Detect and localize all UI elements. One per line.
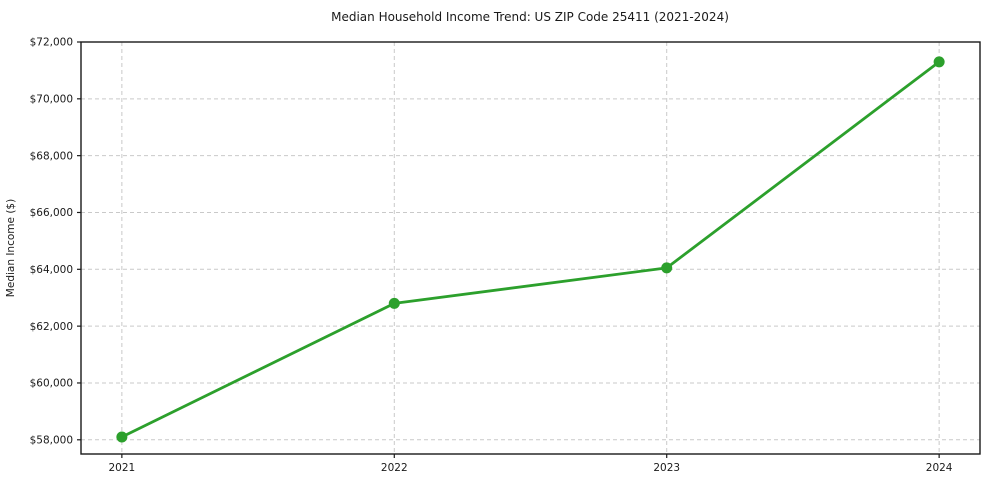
data-point-marker: [933, 56, 945, 68]
y-tick-label: $68,000: [30, 150, 73, 162]
x-tick-label: 2021: [108, 462, 135, 474]
x-tick-label: 2023: [653, 462, 680, 474]
y-tick-label: $66,000: [30, 207, 73, 219]
data-point-marker: [661, 262, 673, 274]
y-tick-label: $72,000: [30, 37, 73, 49]
data-point-marker: [116, 431, 128, 443]
x-tick-label: 2022: [381, 462, 408, 474]
y-tick-label: $64,000: [30, 264, 73, 276]
y-tick-label: $62,000: [30, 321, 73, 333]
data-series: [116, 56, 945, 443]
plot-border: [80, 41, 981, 455]
x-tick-label: 2024: [926, 462, 953, 474]
y-axis-label: Median Income ($): [5, 199, 17, 297]
y-tick-label: $58,000: [30, 434, 73, 446]
trend-line: [120, 60, 941, 439]
data-point-marker: [388, 297, 400, 309]
y-tick-label: $70,000: [30, 94, 73, 106]
axes: 2021 2022 2023 2024 $58,000 $60,000 $62,000 $64…: [30, 37, 981, 474]
y-tick-label: $60,000: [30, 378, 73, 390]
chart-title: Median Household Income Trend: US ZIP Co…: [331, 10, 729, 24]
